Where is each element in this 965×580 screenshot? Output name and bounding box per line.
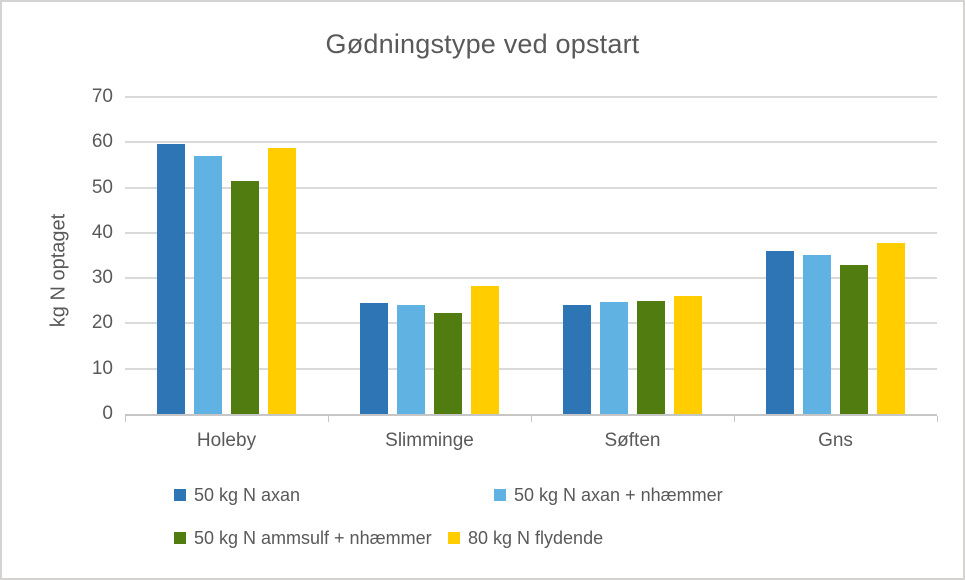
y-tick-label: 40 — [91, 221, 113, 243]
bar-series2-cat3 — [600, 301, 628, 414]
gridline — [125, 231, 937, 234]
bar-series1-cat4 — [766, 250, 794, 414]
bar-series4-cat3 — [674, 296, 702, 414]
bar-series2-cat2 — [397, 305, 425, 414]
gridline — [125, 141, 937, 144]
chart-title: Gødningstype ved opstart — [325, 29, 640, 59]
x-axis-tick — [937, 416, 938, 422]
legend-item: 80 kg N flydende — [448, 528, 603, 548]
legend-label: 80 kg N flydende — [468, 527, 604, 548]
x-category-label: Holeby — [196, 430, 257, 451]
bar-series3-cat1 — [231, 180, 259, 414]
x-axis-tick — [531, 416, 532, 422]
legend-item: 50 kg N axan — [174, 485, 300, 505]
y-tick-label: 70 — [91, 86, 113, 107]
y-tick-label: 50 — [91, 176, 113, 198]
bar-series1-cat1 — [157, 143, 185, 414]
y-tick-label: 20 — [91, 312, 113, 334]
gridline — [125, 277, 937, 280]
legend-label: 50 kg N ammsulf + nhæmmer — [194, 527, 432, 548]
y-tick-label: 60 — [91, 131, 113, 153]
bar-series4-cat2 — [471, 286, 499, 414]
x-category-label: Slimminge — [385, 430, 474, 451]
legend-item: 50 kg N axan + nhæmmer — [494, 485, 723, 505]
gridline — [125, 322, 937, 325]
x-category-label: Søften — [604, 430, 661, 451]
legend-swatch — [174, 532, 186, 544]
x-axis-tick — [734, 416, 735, 422]
bar-series2-cat1 — [194, 156, 222, 414]
legend-swatch — [494, 489, 506, 501]
bar-series4-cat1 — [268, 147, 296, 414]
x-category-label: Gns — [818, 430, 853, 451]
x-axis-line — [125, 414, 937, 416]
x-axis-tick — [125, 416, 126, 422]
gridline — [125, 367, 937, 370]
bar-series3-cat3 — [637, 301, 665, 414]
legend-label: 50 kg N axan — [194, 484, 301, 505]
gridline — [125, 186, 937, 189]
y-tick-label: 0 — [102, 403, 113, 424]
gridline — [125, 96, 937, 98]
x-axis-tick — [328, 416, 329, 422]
bar-series1-cat3 — [563, 305, 591, 414]
bar-series3-cat4 — [840, 265, 868, 414]
bar-series4-cat4 — [877, 243, 905, 414]
legend-swatch — [174, 489, 186, 501]
bar-series2-cat4 — [803, 254, 831, 414]
y-tick-label: 30 — [91, 267, 113, 289]
bar-series1-cat2 — [360, 303, 388, 414]
legend-swatch — [448, 532, 460, 544]
y-tick-label: 10 — [91, 357, 113, 379]
legend-label: 50 kg N axan + nhæmmer — [514, 484, 723, 505]
bar-series3-cat2 — [434, 313, 462, 414]
legend-item: 50 kg N ammsulf + nhæmmer — [174, 528, 432, 548]
